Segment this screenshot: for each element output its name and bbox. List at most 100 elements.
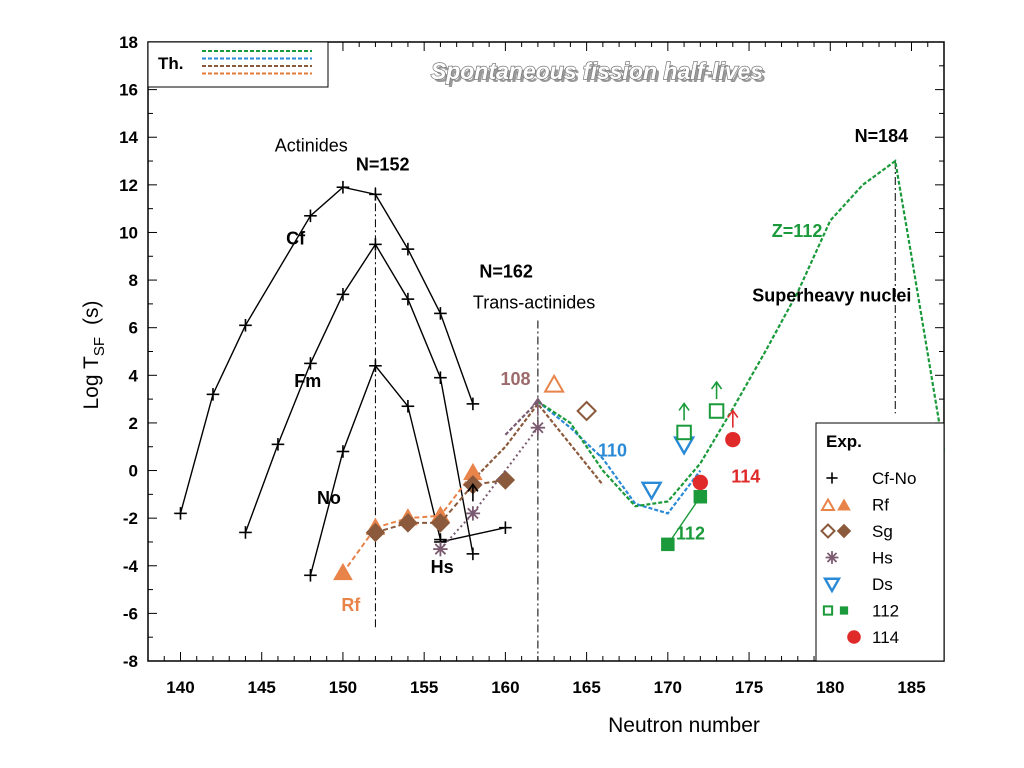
legend-marker bbox=[822, 605, 834, 616]
data-point bbox=[543, 373, 565, 393]
annotation-actinides: Actinides bbox=[275, 136, 348, 156]
data-point bbox=[433, 541, 448, 557]
legend-marker bbox=[839, 606, 849, 615]
x-tick-label: 175 bbox=[735, 678, 763, 697]
annotation-112: 112 bbox=[676, 524, 705, 544]
legend-marker bbox=[847, 630, 861, 644]
data-point bbox=[401, 399, 415, 413]
data-point bbox=[708, 403, 725, 419]
series-fm bbox=[239, 238, 480, 561]
data-point bbox=[333, 562, 353, 581]
chart-title: Spontaneous fission half-lives bbox=[431, 58, 763, 84]
data-point bbox=[640, 481, 663, 502]
series-114 bbox=[692, 431, 741, 491]
annotation-no: No bbox=[317, 488, 341, 508]
y-tick-label: 8 bbox=[129, 271, 138, 290]
y-tick-label: 10 bbox=[119, 223, 138, 242]
x-tick-label: 185 bbox=[897, 678, 925, 697]
legend-marker bbox=[837, 498, 851, 511]
y-axis-title-main: Log T bbox=[80, 356, 103, 409]
data-point bbox=[369, 188, 382, 201]
experiment-legend-title: Exp. bbox=[826, 432, 862, 451]
x-tick-label: 150 bbox=[329, 678, 357, 697]
series-112-open bbox=[676, 403, 725, 441]
series-cf bbox=[174, 180, 480, 520]
annotations: Actinides N=152 Cf Fm No Hs Rf N=162 Trans-actin… bbox=[275, 126, 912, 615]
experiment-legend: Exp. Cf-No Rf Sg Hs Ds 112 114 bbox=[815, 422, 945, 662]
data-point bbox=[466, 397, 480, 411]
y-axis-title: Log TSF (s) bbox=[80, 301, 108, 410]
legend-marker bbox=[820, 523, 836, 539]
lower-limit-arrow bbox=[532, 397, 544, 416]
legend-entry-114: 114 bbox=[847, 628, 899, 647]
legend-marker bbox=[825, 551, 839, 564]
y-tick-label: -2 bbox=[123, 509, 138, 528]
legend-label: Hs bbox=[872, 549, 893, 568]
data-point bbox=[336, 288, 350, 301]
legend-marker bbox=[836, 523, 852, 539]
legend-label: 114 bbox=[872, 628, 899, 647]
series-rf-open bbox=[543, 373, 565, 393]
data-point bbox=[271, 438, 285, 451]
data-point bbox=[430, 513, 451, 533]
data-point bbox=[365, 522, 386, 543]
x-tick-label: 165 bbox=[572, 678, 600, 697]
data-point bbox=[336, 180, 350, 194]
lower-limit-arrow bbox=[467, 483, 479, 502]
data-point bbox=[725, 431, 741, 448]
annotation-fm: Fm bbox=[294, 371, 321, 391]
annotation-superheavy-nuclei: Superheavy nuclei bbox=[752, 286, 911, 306]
y-axis-title-sub: SF bbox=[91, 337, 108, 356]
y-tick-label: -8 bbox=[123, 652, 138, 671]
annotation-114: 114 bbox=[731, 466, 760, 486]
y-tick-label: 12 bbox=[119, 176, 138, 195]
legend-entry-cf-no: Cf-No bbox=[826, 469, 916, 488]
data-point bbox=[434, 307, 447, 320]
theory-curve-2 bbox=[537, 400, 702, 515]
data-point bbox=[398, 513, 418, 533]
data-point bbox=[174, 507, 187, 520]
data-point bbox=[239, 319, 252, 332]
legend-label: Sg bbox=[872, 522, 893, 541]
theory-curve-3 bbox=[537, 159, 946, 508]
y-tick-label: 4 bbox=[129, 366, 139, 385]
data-point bbox=[401, 292, 415, 306]
data-point bbox=[239, 526, 252, 539]
data-point bbox=[692, 474, 708, 491]
lower-limit-arrow bbox=[678, 402, 690, 421]
annotation-110: 110 bbox=[598, 440, 627, 460]
y-tick-label: 18 bbox=[119, 33, 138, 52]
theory-legend-label: Th. bbox=[158, 54, 184, 73]
legend-entry-ds: Ds bbox=[822, 575, 893, 594]
annotation-n-184: N=184 bbox=[855, 126, 909, 146]
data-point bbox=[401, 242, 415, 256]
x-tick-label: 160 bbox=[491, 678, 519, 697]
data-point bbox=[676, 424, 692, 441]
legend-marker bbox=[822, 577, 842, 594]
data-point bbox=[206, 388, 220, 401]
x-tick-label: 170 bbox=[654, 678, 682, 697]
x-axis-title: Neutron number bbox=[608, 714, 760, 737]
series-line-112-filled bbox=[667, 496, 701, 545]
y-tick-label: 16 bbox=[119, 81, 138, 100]
y-axis-title-unit: (s) bbox=[80, 301, 103, 326]
data-point bbox=[304, 568, 317, 582]
data-point bbox=[369, 238, 382, 251]
data-point bbox=[369, 359, 382, 373]
x-tick-label: 155 bbox=[410, 678, 438, 697]
data-point bbox=[336, 445, 350, 458]
series-hs-exp bbox=[433, 420, 546, 557]
x-tick-label: 180 bbox=[816, 678, 844, 697]
legend-marker bbox=[820, 497, 836, 511]
series-line-hs-exp bbox=[439, 427, 539, 550]
data-point bbox=[661, 537, 675, 552]
legend-label: Rf bbox=[872, 496, 889, 515]
series-sg-open bbox=[576, 400, 598, 422]
annotation-108: 108 bbox=[501, 369, 531, 389]
y-tick-label: 14 bbox=[119, 128, 138, 147]
annotation-trans-actinides: Trans-actinides bbox=[473, 293, 595, 313]
data-point bbox=[304, 209, 317, 223]
legend-entry-rf: Rf bbox=[820, 496, 889, 515]
data-point bbox=[465, 506, 481, 521]
